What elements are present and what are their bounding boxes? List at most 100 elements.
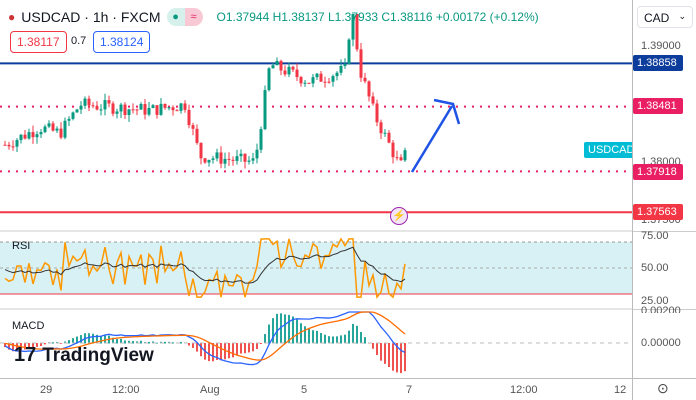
settings-icon[interactable]: ⊙ — [657, 380, 669, 396]
candle-body — [247, 160, 251, 162]
candle-body — [11, 146, 15, 148]
time-label: 12:00 — [112, 384, 140, 396]
macd-histogram-bar — [208, 343, 210, 362]
macd-histogram-bar — [104, 335, 106, 344]
candle-body — [159, 103, 163, 115]
macd-histogram-bar — [116, 338, 118, 344]
spread-value: 0.7 — [71, 35, 87, 47]
event-flash-icon[interactable]: ⚡ — [390, 207, 408, 225]
candle-body — [151, 105, 155, 108]
macd-histogram-bar — [124, 340, 126, 344]
macd-histogram-bar — [72, 338, 74, 344]
macd-histogram-bar — [304, 326, 306, 344]
rsi-ma-line — [4, 246, 406, 284]
candle-body — [71, 112, 75, 119]
candle-body — [255, 149, 259, 159]
candle-body — [95, 106, 99, 110]
level-tag: 1.38481 — [633, 98, 683, 114]
macd-histogram-bar — [40, 343, 42, 346]
candle-body — [223, 158, 227, 164]
candle-body — [143, 104, 147, 115]
candle-body — [387, 132, 391, 143]
macd-histogram-bar — [372, 343, 374, 349]
candle-body — [55, 128, 59, 131]
candle-body — [175, 110, 179, 112]
macd-histogram-bar — [348, 330, 350, 344]
candle-body — [251, 158, 255, 161]
candle-body — [383, 132, 387, 134]
candle-body — [155, 105, 159, 115]
candle-body — [403, 150, 407, 161]
macd-histogram-bar — [140, 340, 142, 344]
price-axis[interactable]: CAD ⌄ 1.39000 1.38000 1.37500 1.38858 1.3… — [632, 0, 696, 400]
candle-body — [47, 123, 51, 127]
macd-histogram-bar — [68, 340, 70, 344]
candle-body — [79, 105, 83, 110]
time-label: Aug — [200, 384, 220, 396]
candle-body — [3, 144, 7, 146]
chart-header: ● USDCAD · 1h · FXCM ● ≈ O1.37944 H1.3813… — [8, 8, 539, 26]
candle-body — [215, 152, 219, 159]
candle-body — [67, 118, 71, 121]
sell-price-button[interactable]: 1.38117 — [10, 31, 67, 53]
candle-body — [307, 82, 311, 84]
rsi-label: RSI — [12, 240, 31, 252]
candle-body — [131, 109, 135, 111]
macd-histogram-bar — [232, 343, 234, 358]
macd-histogram-bar — [376, 343, 378, 356]
candle-body — [127, 109, 131, 115]
candle-body — [211, 158, 215, 160]
price-chart[interactable] — [0, 0, 632, 378]
macd-histogram-bar — [52, 342, 54, 344]
candle-body — [27, 132, 31, 139]
macd-histogram-bar — [380, 343, 382, 361]
candle-body — [359, 49, 363, 78]
market-status[interactable]: ● ≈ — [166, 8, 203, 26]
candle-body — [99, 109, 103, 111]
candle-body — [23, 134, 27, 139]
macd-histogram-bar — [284, 314, 286, 344]
macd-label: MACD — [12, 320, 45, 332]
candle-body — [227, 158, 231, 160]
buy-price-button[interactable]: 1.38124 — [93, 31, 151, 53]
candle-body — [395, 157, 399, 159]
macd-histogram-bar — [276, 313, 278, 344]
candle-body — [275, 60, 279, 66]
macd-histogram-bar — [292, 316, 294, 344]
candle-body — [243, 153, 247, 162]
macd-histogram-bar — [388, 343, 390, 368]
macd-histogram-bar — [172, 342, 174, 344]
macd-histogram-bar — [216, 343, 218, 360]
candle-body — [91, 105, 95, 107]
macd-histogram-bar — [112, 337, 114, 344]
level-tag: 1.37918 — [633, 164, 683, 180]
macd-histogram-bar — [356, 325, 358, 344]
candle-body — [31, 132, 35, 138]
time-label: 12 — [614, 384, 627, 396]
macd-histogram-bar — [400, 343, 402, 374]
candle-body — [111, 103, 115, 114]
macd-histogram-bar — [252, 343, 254, 352]
candle-body — [147, 107, 151, 115]
symbol-price-tag: USDCAD — [584, 142, 639, 158]
macd-histogram-bar — [264, 334, 266, 344]
symbol-title[interactable]: USDCAD · 1h · FXCM — [21, 9, 161, 25]
macd-histogram-bar — [220, 343, 222, 361]
candle-body — [363, 77, 367, 82]
candle-body — [19, 134, 23, 141]
time-label: 7 — [406, 384, 413, 396]
candle-body — [319, 73, 323, 82]
chevron-down-icon: ⌄ — [678, 11, 686, 21]
candle-body — [335, 72, 339, 77]
candle-body — [115, 111, 119, 114]
candle-body — [331, 76, 335, 82]
tradingview-logo: 17 TradingView — [14, 344, 154, 366]
rsi-line — [4, 237, 406, 299]
delayed-data-icon: ≈ — [184, 8, 203, 26]
level-tag: 1.37563 — [633, 204, 683, 220]
candle-body — [315, 73, 319, 78]
currency-select[interactable]: CAD ⌄ — [637, 6, 693, 28]
macd-histogram-bar — [196, 343, 198, 352]
macd-histogram-bar — [328, 336, 330, 344]
time-axis[interactable]: 29 12:00 Aug 5 7 12:00 12 — [0, 378, 632, 400]
